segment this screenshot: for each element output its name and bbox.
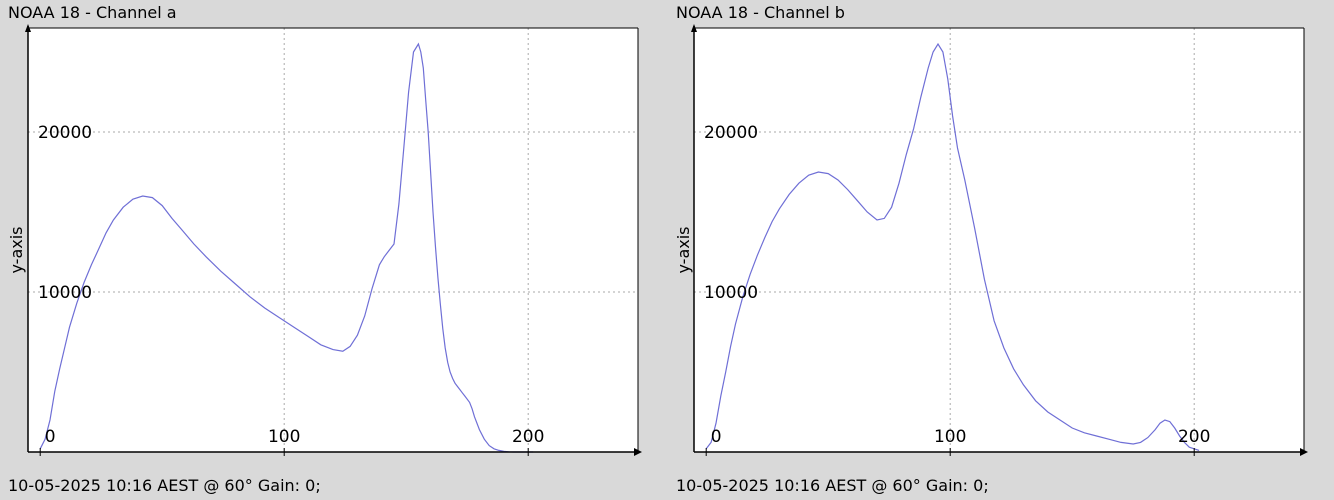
y-tick-label: 10000 bbox=[704, 283, 758, 303]
chart-panel-channel-a: NOAA 18 - Channel a 0 100 200 10000 20000 y-a… bbox=[7, 3, 642, 495]
x-tick-label: 0 bbox=[711, 427, 722, 447]
chart-title: NOAA 18 - Channel b bbox=[676, 3, 845, 22]
x-tick-label: 0 bbox=[45, 427, 56, 447]
chart-footer: 10-05-2025 10:16 AEST @ 60° Gain: 0; bbox=[8, 476, 321, 495]
chart-svg: 0 100 200 10000 20000 y-axis bbox=[674, 24, 1308, 456]
y-axis-label: y-axis bbox=[7, 226, 26, 273]
x-tick-label: 100 bbox=[268, 427, 300, 447]
x-tick-label: 200 bbox=[512, 427, 544, 447]
y-axis-arrow bbox=[25, 24, 31, 32]
chart-panel-channel-b: NOAA 18 - Channel b 0 100 200 10000 20000 y-a… bbox=[667, 0, 1334, 500]
y-axis-arrow bbox=[691, 24, 697, 32]
y-tick-label: 20000 bbox=[704, 123, 758, 143]
chart-title: NOAA 18 - Channel a bbox=[8, 3, 177, 22]
y-tick-label: 10000 bbox=[38, 283, 92, 303]
plot-area bbox=[694, 28, 1304, 452]
series-line bbox=[39, 42, 534, 453]
y-axis-label: y-axis bbox=[674, 226, 693, 273]
y-tick-label: 20000 bbox=[38, 123, 92, 143]
chart-footer: 10-05-2025 10:16 AEST @ 60° Gain: 0; bbox=[676, 476, 989, 495]
chart-svg: 0 100 200 10000 20000 y-axis bbox=[7, 24, 642, 456]
x-tick-label: 200 bbox=[1178, 427, 1210, 447]
plot-area bbox=[28, 28, 638, 452]
x-axis-arrow bbox=[634, 448, 642, 456]
series-line bbox=[705, 42, 1200, 451]
x-tick-label: 100 bbox=[934, 427, 966, 447]
x-axis-arrow bbox=[1300, 448, 1308, 456]
